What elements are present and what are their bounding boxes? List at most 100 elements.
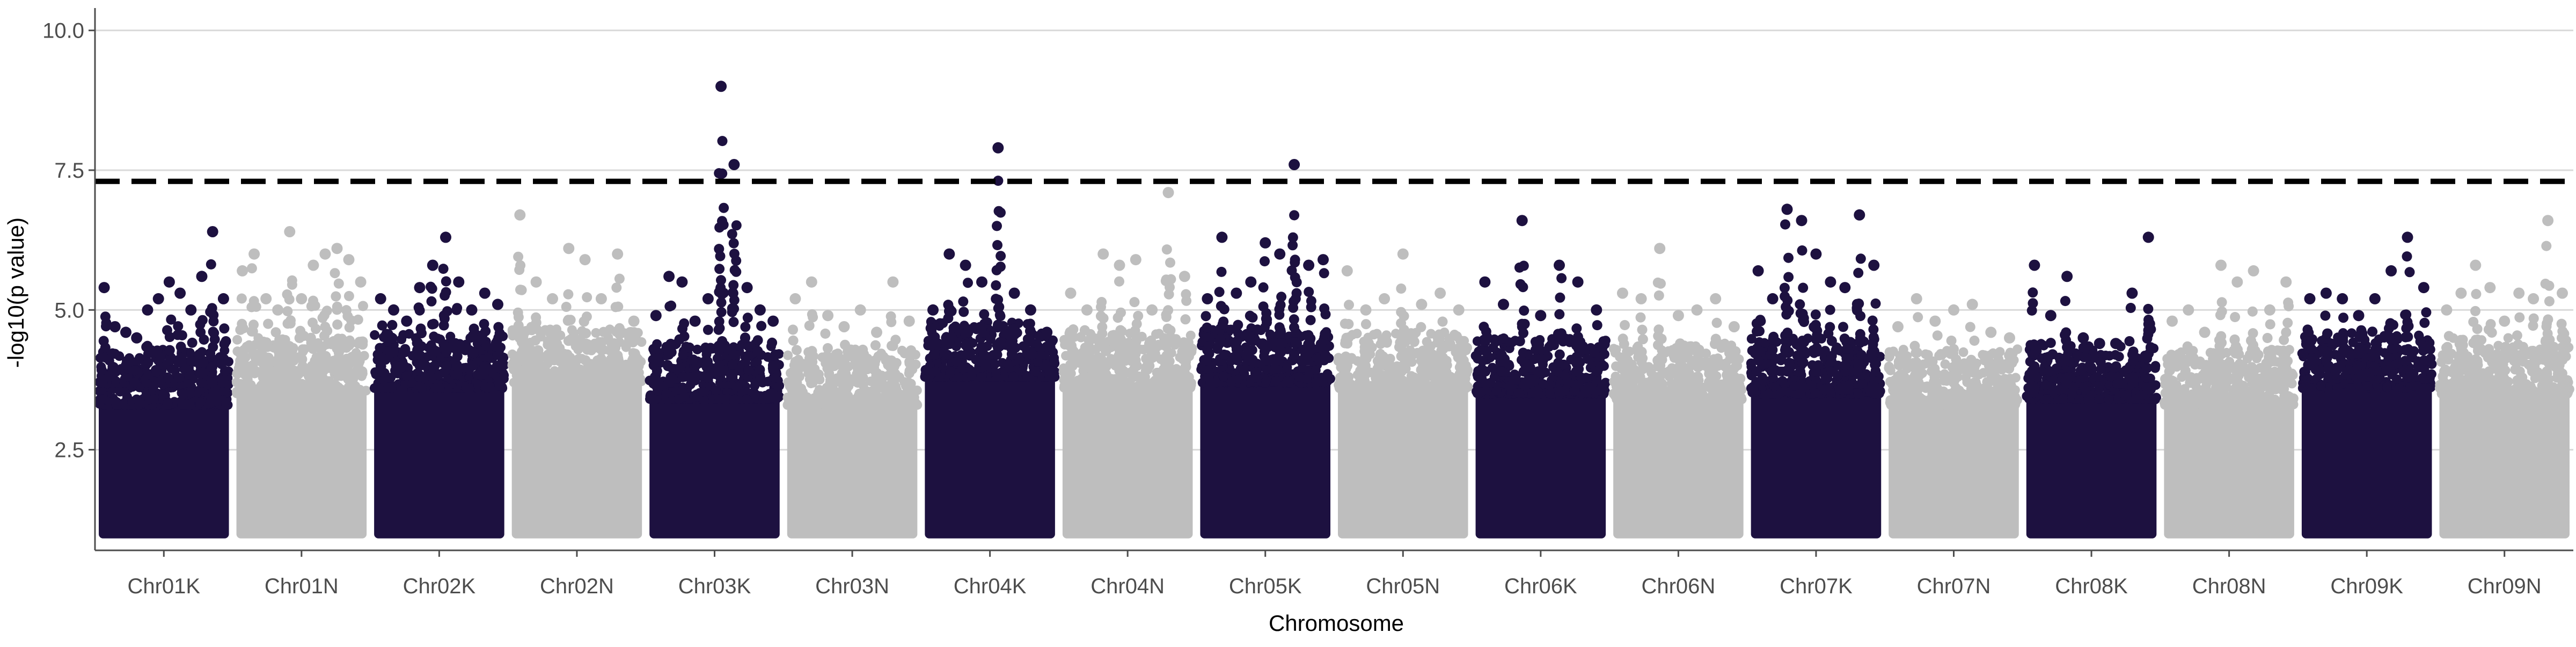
snp-point	[1201, 311, 1211, 321]
snp-point	[251, 302, 261, 312]
snp-point	[370, 330, 379, 340]
snp-point	[177, 400, 187, 410]
snp-point	[389, 347, 399, 357]
snp-point	[1068, 324, 1078, 335]
peak-snp-point	[196, 271, 208, 282]
peak-snp-point	[1416, 299, 1427, 310]
snp-point	[566, 334, 576, 344]
snp-point	[1271, 376, 1281, 386]
snp-point	[564, 315, 574, 325]
snp-point	[1107, 374, 1117, 384]
snp-point	[1618, 355, 1628, 365]
snp-point	[317, 341, 327, 352]
peak-snp-point	[789, 293, 801, 304]
snp-point	[744, 351, 754, 361]
peak-snp-point	[1289, 159, 1300, 170]
snp-point	[1452, 331, 1462, 341]
snp-point	[247, 263, 257, 273]
peak-snp-point	[185, 304, 196, 316]
snp-point	[331, 361, 341, 371]
snp-point	[803, 393, 813, 403]
snp-point	[1067, 361, 1078, 371]
snp-point	[614, 323, 625, 333]
snp-point	[752, 346, 763, 356]
snp-point	[334, 279, 344, 289]
snp-point	[665, 372, 676, 382]
snp-point	[165, 345, 175, 355]
snp-point	[1166, 274, 1176, 285]
snp-point	[455, 339, 465, 349]
snp-point	[320, 322, 330, 332]
snp-point	[1172, 364, 1181, 374]
snp-point	[611, 302, 621, 312]
snp-point	[1022, 372, 1032, 382]
snp-point	[426, 282, 436, 292]
peak-snp-point	[960, 260, 971, 271]
peak-snp-point	[531, 277, 542, 288]
peak-snp-point	[1453, 304, 1465, 316]
snp-point	[283, 366, 294, 376]
snp-point	[664, 301, 675, 311]
snp-point	[1396, 351, 1407, 361]
peak-snp-point	[1572, 277, 1584, 288]
snp-point	[205, 307, 215, 317]
snp-point	[387, 333, 398, 343]
peak-snp-point	[1479, 277, 1490, 288]
snp-point	[887, 372, 897, 382]
peak-snp-point	[1065, 288, 1077, 299]
peak-snp-point	[702, 293, 714, 304]
snp-point	[792, 377, 802, 388]
chromosome-group-chr02n	[508, 209, 647, 539]
peak-snp-point	[1274, 249, 1285, 260]
snp-point	[1369, 330, 1379, 339]
snp-point	[807, 309, 817, 319]
snp-point	[963, 278, 973, 288]
snp-point	[598, 327, 609, 337]
snp-point	[680, 391, 690, 401]
snp-point	[1304, 287, 1314, 297]
snp-point	[805, 366, 815, 376]
snp-point	[678, 350, 689, 360]
snp-point	[1373, 356, 1382, 366]
snp-point	[636, 337, 646, 347]
snp-point	[1518, 328, 1528, 338]
snp-point	[1080, 349, 1090, 359]
snp-point	[516, 329, 526, 339]
snp-point	[1477, 355, 1488, 366]
peak-snp-point	[1025, 304, 1036, 316]
snp-point	[1215, 334, 1225, 344]
peak-snp-point	[742, 282, 753, 293]
snp-point	[512, 370, 522, 380]
snp-point	[807, 346, 817, 356]
peak-snp-point	[1303, 260, 1314, 271]
dense-points-band	[1200, 377, 1330, 539]
snp-point	[719, 203, 729, 213]
snp-point	[729, 350, 739, 360]
snp-point	[550, 348, 560, 359]
snp-point	[804, 321, 815, 331]
snp-point	[977, 342, 987, 352]
snp-point	[1700, 393, 1710, 403]
peak-snp-point	[904, 316, 915, 327]
snp-point	[1636, 312, 1646, 323]
snp-point	[1518, 348, 1528, 358]
snp-point	[533, 345, 544, 355]
snp-point	[716, 307, 727, 317]
snp-point	[1232, 355, 1242, 366]
snp-point	[611, 282, 621, 293]
snp-point	[387, 320, 397, 330]
snp-point	[158, 390, 168, 399]
snp-point	[880, 385, 889, 395]
snp-point	[311, 324, 321, 334]
snp-point	[1292, 277, 1302, 287]
snp-point	[451, 305, 462, 315]
snp-point	[570, 372, 580, 382]
snp-point	[1517, 319, 1527, 329]
snp-point	[154, 377, 164, 388]
peak-snp-point	[580, 254, 591, 265]
snp-point	[353, 315, 363, 325]
snp-point	[630, 348, 640, 359]
snp-point	[1261, 355, 1271, 366]
snp-point	[1312, 377, 1321, 387]
snp-point	[728, 280, 738, 290]
